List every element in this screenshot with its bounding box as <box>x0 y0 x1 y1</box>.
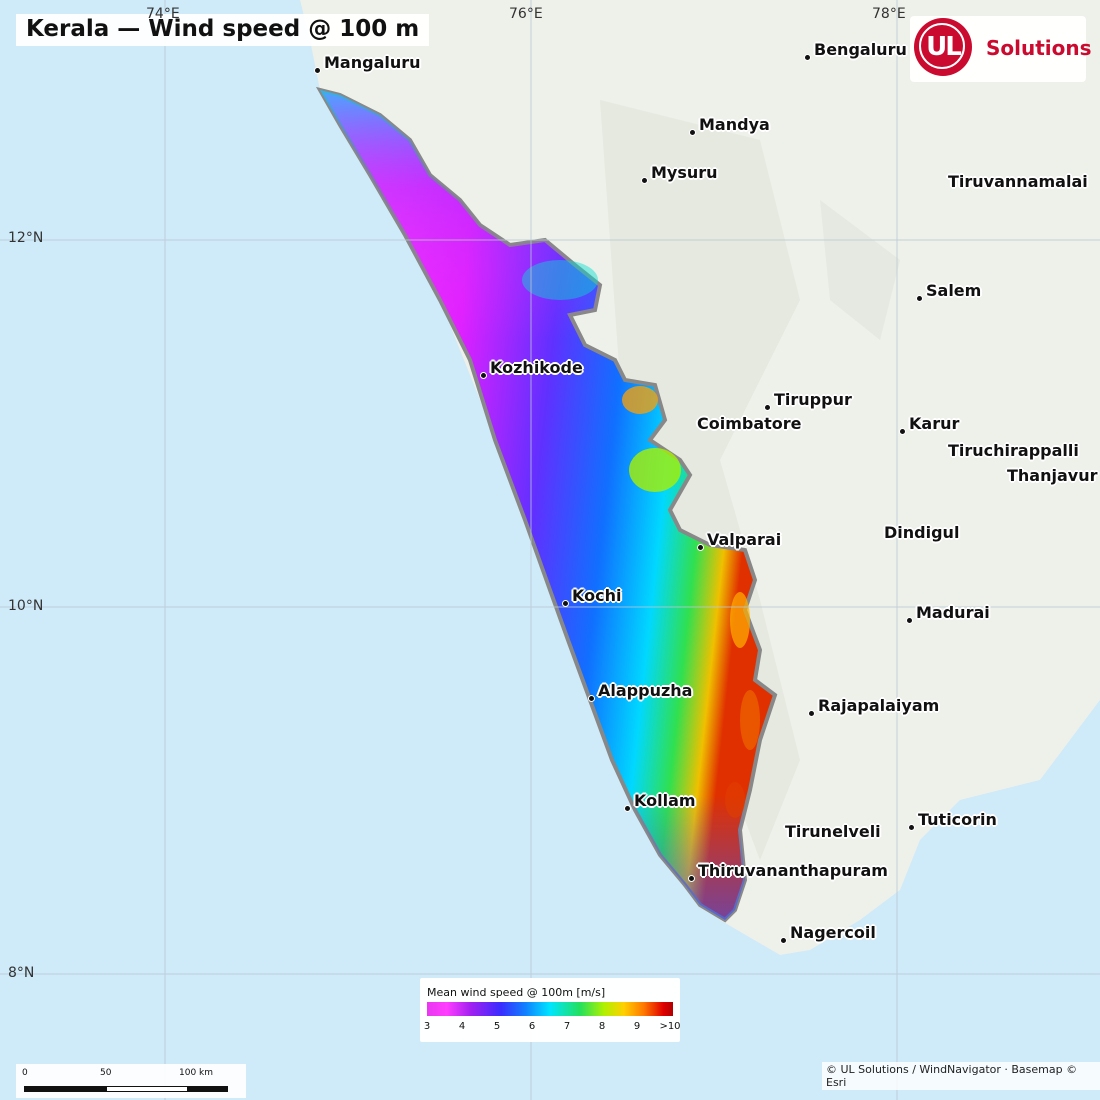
city-marker-icon <box>804 54 811 61</box>
scale-segment <box>24 1086 106 1092</box>
ul-solutions-logo: UL Solutions <box>910 16 1092 82</box>
city-marker-icon <box>314 67 321 74</box>
map-title: Kerala — Wind speed @ 100 m <box>16 14 430 46</box>
city-marker-icon <box>808 710 815 717</box>
city-karur[interactable]: Karur <box>899 414 959 435</box>
city-marker-icon <box>588 695 595 702</box>
city-marker-icon <box>916 295 923 302</box>
city-tiruvannamalai[interactable]: Tiruvannamalai <box>948 172 1088 191</box>
city-coimbatore[interactable]: Coimbatore <box>697 414 802 433</box>
city-rajapalaiyam[interactable]: Rajapalaiyam <box>808 696 939 717</box>
scale-label: 100 km <box>179 1068 214 1078</box>
city-marker-icon <box>780 937 787 944</box>
legend-tick: 7 <box>563 1021 571 1032</box>
legend-tick: 4 <box>458 1021 466 1032</box>
city-tiruppur[interactable]: Tiruppur <box>764 390 852 411</box>
lat-label-12: 12°N <box>8 230 44 246</box>
city-bengaluru[interactable]: Bengaluru <box>804 40 907 61</box>
city-tiruchirappalli[interactable]: Tiruchirappalli <box>948 441 1079 460</box>
legend-tick: 3 <box>423 1021 431 1032</box>
city-mangaluru[interactable]: Mangaluru <box>314 53 421 74</box>
scale-segment <box>188 1086 228 1092</box>
city-marker-icon <box>899 428 906 435</box>
lon-label-76: 76°E <box>509 6 543 22</box>
scale-bar: 0 50 100 km <box>16 1064 246 1098</box>
city-dindigul[interactable]: Dindigul <box>884 523 960 542</box>
city-nagercoil[interactable]: Nagercoil <box>780 923 876 944</box>
legend-title: Mean wind speed @ 100m [m/s] <box>427 986 606 999</box>
legend-color-ramp <box>427 1002 673 1016</box>
legend-tick: >10 <box>659 1021 681 1032</box>
lon-label-78: 78°E <box>872 6 906 22</box>
city-marker-icon <box>624 805 631 812</box>
city-marker-icon <box>480 372 487 379</box>
city-marker-icon <box>764 404 771 411</box>
city-marker-icon <box>908 824 915 831</box>
city-marker-icon <box>906 617 913 624</box>
scale-segment <box>106 1086 188 1092</box>
city-marker-icon <box>688 875 695 882</box>
legend-tick: 8 <box>598 1021 606 1032</box>
city-madurai[interactable]: Madurai <box>906 603 990 624</box>
scale-label: 0 <box>22 1068 28 1078</box>
legend-tick: 6 <box>528 1021 536 1032</box>
map-attribution: © UL Solutions / WindNavigator · Basemap… <box>822 1062 1100 1090</box>
city-kollam[interactable]: Kollam <box>624 791 696 812</box>
city-marker-icon <box>641 177 648 184</box>
city-thanjavur[interactable]: Thanjavur <box>1007 466 1098 485</box>
city-marker-icon <box>697 544 704 551</box>
city-marker-icon <box>689 129 696 136</box>
city-tirunelveli[interactable]: Tirunelveli <box>785 822 881 841</box>
wind-speed-legend: Mean wind speed @ 100m [m/s] 3 4 5 6 7 8… <box>420 978 681 1042</box>
city-kozhikode[interactable]: Kozhikode <box>480 358 583 379</box>
ul-logo-icon: UL <box>914 18 972 76</box>
lat-label-10: 10°N <box>8 598 44 614</box>
city-valparai[interactable]: Valparai <box>697 530 781 551</box>
city-kochi[interactable]: Kochi <box>562 586 621 607</box>
city-mysuru[interactable]: Mysuru <box>641 163 718 184</box>
logo-text: Solutions <box>986 36 1092 60</box>
city-tuticorin[interactable]: Tuticorin <box>908 810 997 831</box>
lat-label-8: 8°N <box>8 965 35 981</box>
city-alappuzha[interactable]: Alappuzha <box>588 681 692 702</box>
scale-label: 50 <box>100 1068 112 1078</box>
city-mandya[interactable]: Mandya <box>689 115 770 136</box>
legend-tick: 9 <box>633 1021 641 1032</box>
city-thiruvananthapuram[interactable]: Thiruvananthapuram <box>688 861 888 882</box>
city-salem[interactable]: Salem <box>916 281 981 302</box>
city-marker-icon <box>562 600 569 607</box>
lon-label-74: 74°E <box>146 6 180 22</box>
legend-tick: 5 <box>493 1021 501 1032</box>
